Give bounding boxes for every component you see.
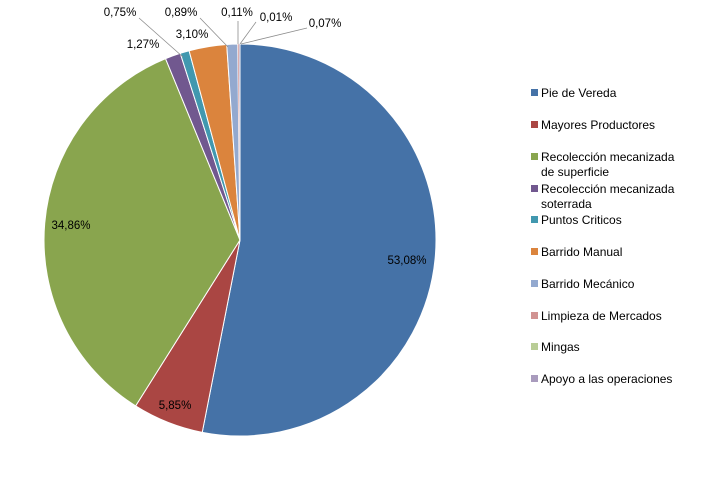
legend-swatch-mayores-productores [531,121,538,128]
legend-swatch-recoleccion-mecanizada-de-superficie [531,153,538,160]
data-label-pie-de-vereda: 53,08% [387,255,426,267]
leader-line-barrido-mecanico [199,17,229,48]
legend-label-recoleccion-mecanizada-de-superficie: Recolección mecanizada de superficie [541,150,675,179]
legend-label-recoleccion-mecanizada-soterrada: Recolección mecanizada soterrada [541,182,675,211]
data-label-recoleccion-mecanizada-de-superficie: 34,86% [51,220,90,232]
leader-line-mingas [239,21,257,45]
data-label-puntos-criticos: 0,75% [104,7,137,19]
pie-slices [43,43,437,437]
legend-label-barrido-mecanico: Barrido Mecánico [541,277,635,291]
legend-label-mingas: Mingas [541,340,580,354]
leader-line-apoyo-a-las-operaciones [240,27,308,45]
legend-swatch-puntos-criticos [531,216,538,223]
data-label-limpieza-de-mercados: 0,11% [221,7,253,19]
leader-lines [138,17,308,58]
legend-swatch-apoyo-a-las-operaciones [531,375,538,382]
legend-swatch-barrido-mecanico [531,280,538,287]
leader-line-puntos-criticos [138,17,184,58]
legend-swatch-recoleccion-mecanizada-soterrada [531,185,538,192]
data-labels: 53,08% 5,85% 34,86% 1,27% 0,75% 3,10% 0,89% 0,1… [51,7,426,412]
data-label-mingas: 0,01% [260,12,293,24]
data-label-barrido-manual: 3,10% [176,29,209,41]
legend-label-puntos-criticos: Puntos Criticos [541,213,622,227]
legend-label-mayores-productores: Mayores Productores [541,118,655,132]
legend-label-pie-de-vereda: Pie de Vereda [541,86,617,100]
legend-swatch-mingas [531,343,538,350]
legend-label-apoyo-a-las-operaciones: Apoyo a las operaciones [541,372,672,386]
data-label-apoyo-a-las-operaciones: 0,07% [309,18,342,30]
pie-slice-apoyo-a-las-operaciones [238,43,241,241]
data-label-barrido-mecanico: 0,89% [165,7,198,19]
legend-label-limpieza-de-mercados: Limpieza de Mercados [541,309,662,323]
pie-slice-pie-de-vereda [201,43,437,437]
data-label-mayores-productores: 5,85% [159,400,192,412]
legend: Pie de Vereda Mayores Productores Recolecc… [531,86,675,386]
pie-slice-recoleccion-mecanizada-de-superficie [43,58,241,407]
data-label-recoleccion-mecanizada-soterrada: 1,27% [127,39,160,51]
legend-swatch-pie-de-vereda [531,89,538,96]
legend-label-barrido-manual: Barrido Manual [541,245,622,259]
legend-swatch-limpieza-de-mercados [531,312,538,319]
legend-swatch-barrido-manual [531,248,538,255]
